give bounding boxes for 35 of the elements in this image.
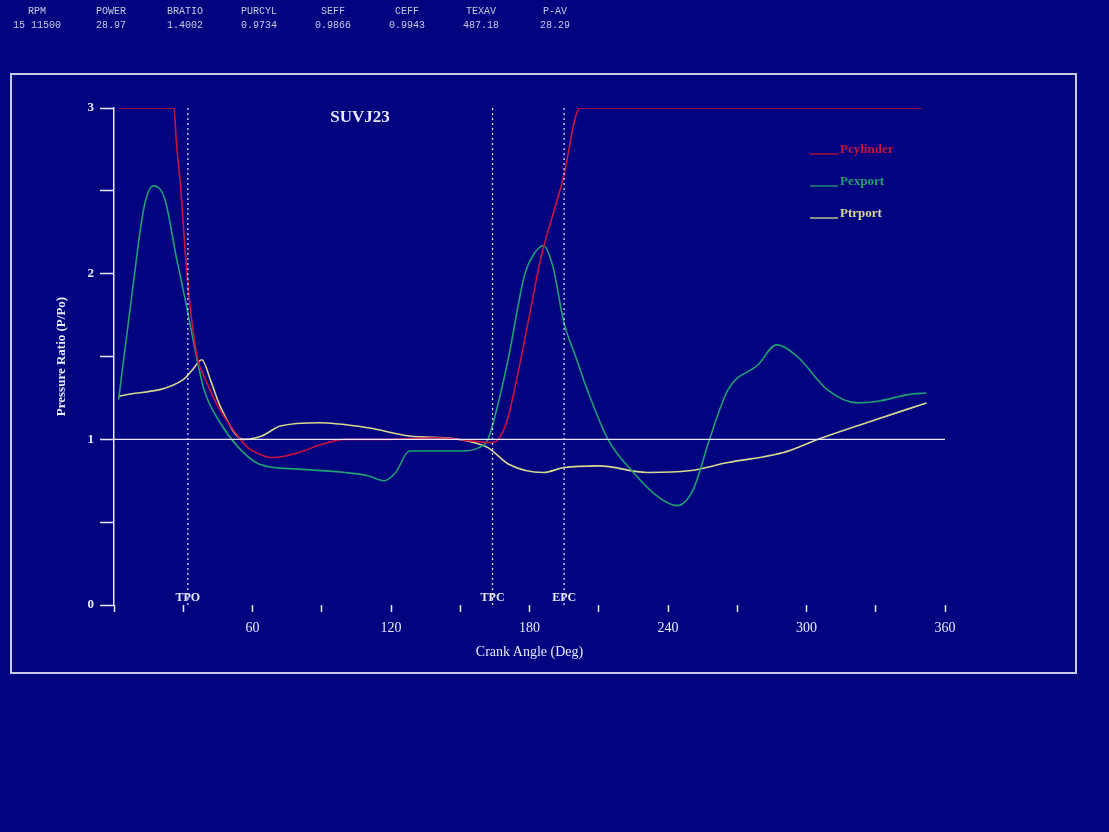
- text: 1.4002: [166, 20, 204, 31]
- text: 0.9734: [240, 20, 278, 31]
- text: PURCYL: [240, 6, 278, 17]
- ref-line-label: EPC: [552, 590, 577, 605]
- x-tick-label: 60: [245, 620, 260, 636]
- text: RPM: [27, 6, 47, 17]
- x-tick-label: 120: [380, 620, 402, 636]
- text: 487.18: [462, 20, 500, 31]
- ref-line-label: TPC: [480, 590, 505, 605]
- legend-label: Pexport: [840, 173, 885, 189]
- text: 0.9943: [388, 20, 426, 31]
- text: POWER: [95, 6, 127, 17]
- x-tick-label: 300: [796, 620, 817, 636]
- y-tick-label: 2: [87, 265, 94, 281]
- text: 28.29: [539, 20, 571, 31]
- ref-line-label: TPO: [175, 590, 201, 605]
- text: CEFF: [394, 6, 420, 17]
- legend-label: Ptrport: [840, 205, 883, 221]
- x-axis-title: Crank Angle (Deg): [475, 644, 584, 661]
- x-tick-label: 240: [657, 620, 679, 636]
- y-axis-title: Pressure Ratio (P/Po): [53, 296, 69, 417]
- text: 15 11500: [12, 20, 62, 31]
- y-tick-label: 3: [87, 99, 95, 115]
- text: TEXAV: [465, 6, 497, 17]
- chart-title: SUVJ23: [330, 107, 390, 127]
- text: SEFF: [320, 6, 346, 17]
- y-tick-label: 0: [87, 596, 94, 612]
- text: 28.97: [95, 20, 127, 31]
- text: P-AV: [542, 6, 568, 17]
- x-tick-label: 360: [934, 620, 956, 636]
- text: 0.9866: [314, 20, 352, 31]
- x-tick-label: 180: [519, 620, 540, 636]
- text: BRATIO: [166, 6, 204, 17]
- y-tick-label: 1: [87, 430, 94, 446]
- legend-label: Pcylinder: [840, 141, 894, 157]
